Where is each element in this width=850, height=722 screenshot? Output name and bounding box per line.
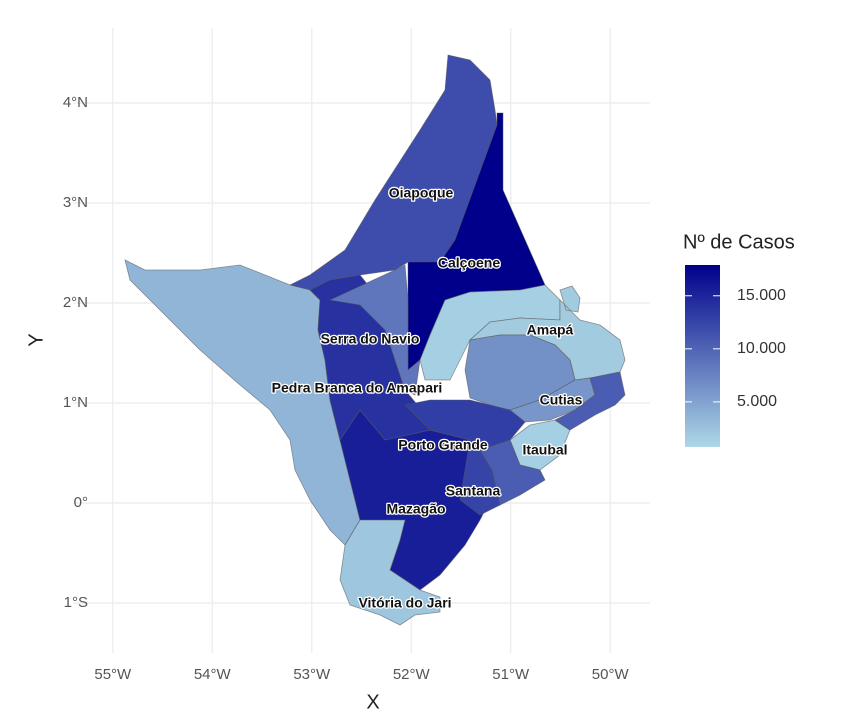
region: [459, 439, 501, 516]
y-tick-label: 4°N: [63, 94, 88, 111]
y-tick-label: 1°S: [64, 594, 88, 611]
x-tick-label: 53°W: [293, 666, 331, 683]
region: [404, 399, 526, 451]
region-label: Oiapoque: [389, 185, 454, 201]
y-axis-title: Y: [25, 333, 47, 346]
region-label: Calçoene: [438, 255, 500, 271]
legend-tick-label: 5.000: [737, 393, 777, 410]
x-axis-title: X: [366, 691, 379, 713]
y-tick-label: 2°N: [63, 294, 88, 311]
x-tick-label: 51°W: [492, 666, 530, 683]
x-tick-label: 55°W: [94, 666, 132, 683]
region-labels: Oiapoque Calçoene Pedra Branca do Amapari S…: [270, 183, 583, 612]
region: [328, 264, 421, 396]
region-label: Porto Grande: [398, 437, 488, 453]
legend: Nº de Casos 5.000 10.000 15.000: [683, 231, 795, 447]
legend-title: Nº de Casos: [683, 231, 795, 253]
region-label: Mazagão: [386, 501, 445, 517]
x-tick-label: 50°W: [592, 666, 630, 683]
region: [339, 519, 441, 626]
legend-tick-label: 10.000: [737, 340, 786, 357]
region-label: Santana: [446, 483, 501, 499]
legend-tick-label: 15.000: [737, 287, 786, 304]
region-label: Cutias: [540, 392, 583, 408]
region-label: Vitória do Jari: [358, 595, 451, 611]
region-label: Serra do Navio: [321, 331, 420, 347]
x-tick-label: 52°W: [393, 666, 431, 683]
region-label: Itaubal: [522, 442, 567, 458]
x-tick-label: 54°W: [194, 666, 232, 683]
region-label: Amapá: [527, 322, 574, 338]
legend-colorbar: [685, 265, 720, 447]
y-tick-label: 0°: [74, 494, 88, 511]
region-label: Pedra Branca do Amapari: [272, 380, 443, 396]
y-tick-label: 3°N: [63, 194, 88, 211]
regions: [124, 54, 626, 626]
y-tick-label: 1°N: [63, 394, 88, 411]
